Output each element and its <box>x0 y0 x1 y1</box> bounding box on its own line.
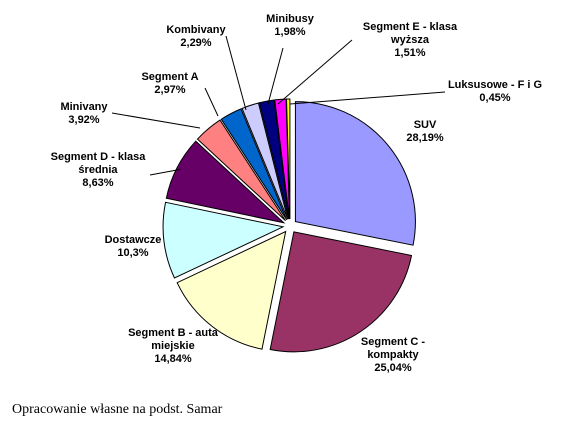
slice-label-dostawcze: Dostawcze 10,3% <box>105 234 162 259</box>
pie-slice-segment-d <box>165 140 286 224</box>
slice-label-segment-a: Segment A 2,97% <box>141 71 198 96</box>
pie-slice-kombivany <box>241 102 289 220</box>
slice-label-kombivany: Kombivany 2,29% <box>166 24 226 49</box>
pie-slice-segment-a <box>220 108 288 221</box>
leader-line-kombivany <box>225 35 247 111</box>
pie-slice-minibusy <box>258 99 290 220</box>
slice-label-segment-e: Segment E - klasa wyższa 1,51% <box>363 21 458 59</box>
leader-line-minivany <box>111 112 201 129</box>
pie-slice-suv <box>294 101 416 246</box>
pie-slice-minivany <box>196 119 286 222</box>
pie-slice-segment-b <box>176 230 287 350</box>
pie-slice-segment-c <box>269 231 413 353</box>
slice-label-segment-b: Segment B - auta miejskie 14,84% <box>128 327 219 365</box>
slice-label-minibusy: Minibusy 1,98% <box>266 13 315 38</box>
leader-line-segment-e <box>277 39 353 105</box>
leader-line-segment-d <box>149 168 181 176</box>
source-note: Opracowanie własne na podst. Samar <box>12 402 223 417</box>
slice-label-suv: SUV 28,19% <box>406 119 444 144</box>
leader-line-minibusy <box>267 47 284 105</box>
pie-slice-dostawcze <box>162 201 285 279</box>
pie-slice-luksusowe <box>285 98 291 220</box>
leader-line-segment-a <box>204 87 219 117</box>
slice-label-luksusowe: Luksusowe - F i G 0,45% <box>448 79 542 104</box>
slice-label-segment-c: Segment C -kompakty 25,04% <box>361 336 426 374</box>
leader-line-luksusowe <box>289 91 446 105</box>
slice-label-segment-d: Segment D - klasa średnia 8,63% <box>51 151 147 189</box>
slice-label-minivany: Minivany 3,92% <box>60 101 108 126</box>
pie-chart: SUV 28,19% Segment C -kompakty 25,04% Segmen… <box>51 13 542 374</box>
